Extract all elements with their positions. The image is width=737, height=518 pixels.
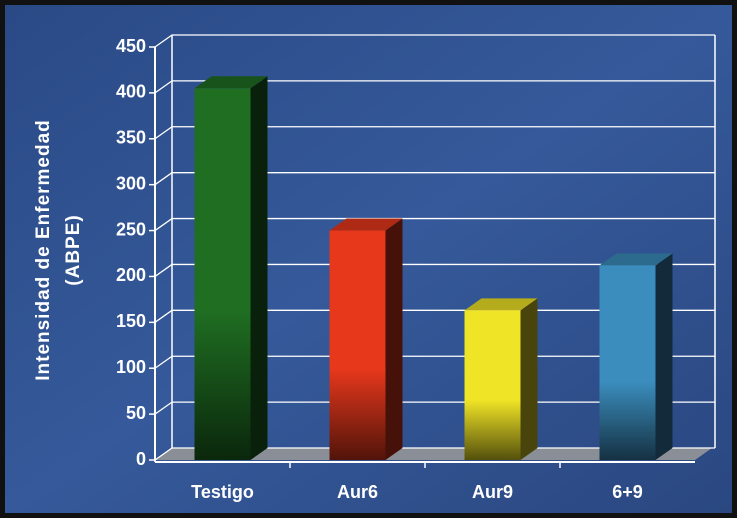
bar-front: [194, 88, 251, 461]
bar-front: [599, 265, 656, 460]
y-tick-label: 50: [126, 403, 146, 423]
bar-side: [655, 253, 673, 460]
bar-front: [464, 310, 521, 460]
grid-line: [154, 263, 715, 277]
x-tick-label: Aur6: [337, 482, 378, 502]
x-tick-label: Aur9: [472, 482, 513, 502]
y-tick-label: 100: [116, 357, 146, 377]
bar-side: [520, 298, 538, 460]
bar-top: [194, 76, 268, 89]
y-tick-label: 450: [116, 36, 146, 56]
bar-top: [464, 298, 538, 311]
grid-line: [154, 80, 715, 94]
bar: [464, 298, 538, 460]
y-tick-label: 350: [116, 128, 146, 148]
bar: [329, 218, 403, 460]
floor: [155, 448, 712, 460]
y-axis-label: Intensidad de Enfermedad (ABPE): [33, 119, 84, 381]
bar-side: [385, 218, 403, 460]
y-tick-label: 400: [116, 82, 146, 102]
y-tick-label: 150: [116, 311, 146, 331]
bar: [194, 76, 268, 461]
y-tick-label: 250: [116, 219, 146, 239]
y-tick-label: 0: [136, 449, 146, 469]
grid-line: [154, 172, 715, 186]
bar-top: [329, 218, 403, 231]
bar-side: [250, 76, 268, 461]
y-axis-label-line: Intensidad de Enfermedad: [33, 119, 54, 381]
grid-line: [154, 126, 715, 140]
x-tick-label: Testigo: [191, 482, 254, 502]
bar: [599, 253, 673, 460]
grid-line: [154, 34, 715, 48]
x-tick-label: 6+9: [612, 482, 643, 502]
bar-top: [599, 253, 673, 266]
y-axis-label-line: (ABPE): [63, 214, 84, 285]
y-tick-label: 300: [116, 173, 146, 193]
grid-line: [154, 217, 715, 232]
y-tick-label: 200: [116, 265, 146, 285]
bar-front: [329, 230, 386, 460]
